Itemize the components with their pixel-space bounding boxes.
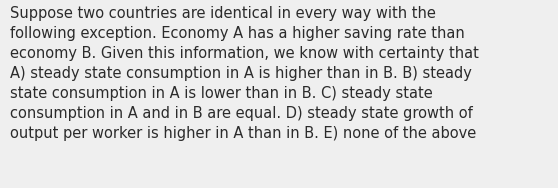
Text: Suppose two countries are identical in every way with the
following exception. E: Suppose two countries are identical in e… bbox=[10, 6, 479, 141]
